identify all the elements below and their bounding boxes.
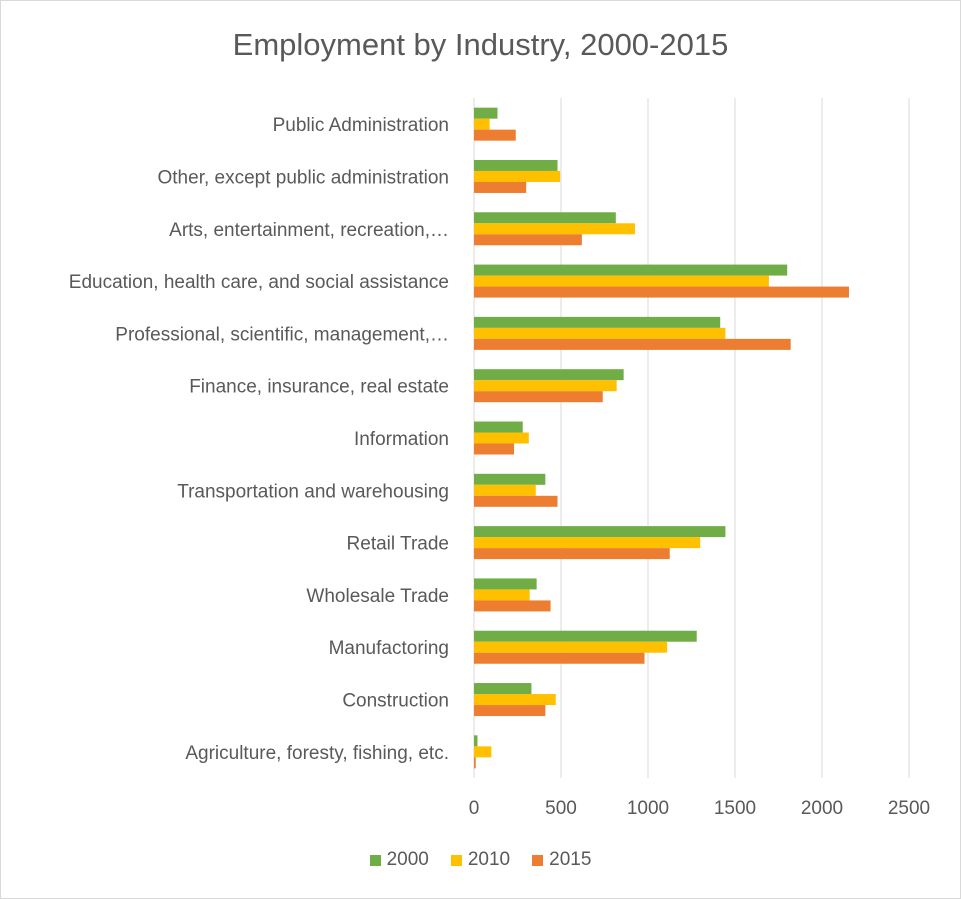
legend: 2000 2010 2015: [1, 849, 960, 871]
legend-label: 2010: [468, 849, 510, 871]
legend-item-2000: 2000: [370, 849, 429, 871]
x-tick-label: 1000: [627, 798, 669, 819]
category-label: Retail Trade: [347, 534, 449, 555]
legend-swatch: [451, 855, 462, 866]
bar-2015: [474, 548, 670, 559]
bar-2000: [474, 422, 523, 433]
category-label: Finance, insurance, real estate: [189, 377, 449, 398]
bar-2000: [474, 265, 787, 276]
bar-2015: [474, 339, 791, 350]
bar-2010: [474, 746, 491, 757]
bar-2015: [474, 234, 582, 245]
bar-2015: [474, 600, 551, 611]
bar-2010: [474, 171, 560, 182]
bar-2000: [474, 526, 725, 537]
bar-2010: [474, 328, 725, 339]
category-label: Public Administration: [273, 115, 449, 136]
x-tick-label: 1500: [714, 798, 756, 819]
legend-swatch: [370, 855, 381, 866]
legend-item-2015: 2015: [532, 849, 591, 871]
category-label: Arts, entertainment, recreation,…: [169, 220, 449, 241]
x-tick-label: 500: [545, 798, 577, 819]
bar-2000: [474, 212, 616, 223]
category-label: Transportation and warehousing: [177, 481, 449, 502]
category-label: Professional, scientific, management,…: [115, 324, 449, 345]
bar-2015: [474, 705, 545, 716]
bar-2010: [474, 223, 635, 234]
bar-2015: [474, 287, 849, 298]
bar-2000: [474, 369, 624, 380]
category-label: Agriculture, foresty, fishing, etc.: [185, 743, 449, 764]
bar-2010: [474, 433, 529, 444]
bar-2010: [474, 642, 667, 653]
bar-2000: [474, 474, 545, 485]
bar-2010: [474, 276, 769, 287]
x-tick-label: 2500: [888, 798, 930, 819]
bar-2010: [474, 694, 556, 705]
bar-2010: [474, 380, 617, 391]
bar-2000: [474, 108, 497, 119]
bar-2000: [474, 631, 697, 642]
category-label: Information: [354, 429, 449, 450]
bar-2015: [474, 391, 603, 402]
bar-2000: [474, 578, 537, 589]
bar-2000: [474, 683, 531, 694]
category-label: Wholesale Trade: [306, 586, 449, 607]
category-label: Education, health care, and social assis…: [69, 272, 449, 293]
bar-2010: [474, 589, 530, 600]
bar-2010: [474, 485, 536, 496]
legend-label: 2015: [549, 849, 591, 871]
bar-2015: [474, 653, 645, 664]
x-tick-label: 0: [469, 798, 480, 819]
bar-2015: [474, 182, 526, 193]
bar-2015: [474, 757, 476, 768]
legend-label: 2000: [387, 849, 429, 871]
legend-item-2010: 2010: [451, 849, 510, 871]
bar-2000: [474, 735, 477, 746]
x-tick-label: 2000: [801, 798, 843, 819]
category-label: Construction: [342, 691, 449, 712]
bar-2015: [474, 130, 516, 141]
bar-2010: [474, 119, 490, 130]
bar-2015: [474, 444, 514, 455]
bar-2015: [474, 496, 558, 507]
bar-2000: [474, 317, 720, 328]
legend-swatch: [532, 855, 543, 866]
bar-2010: [474, 537, 700, 548]
category-label: Manufactoring: [329, 638, 449, 659]
category-label: Other, except public administration: [158, 167, 450, 188]
bar-2000: [474, 160, 558, 171]
